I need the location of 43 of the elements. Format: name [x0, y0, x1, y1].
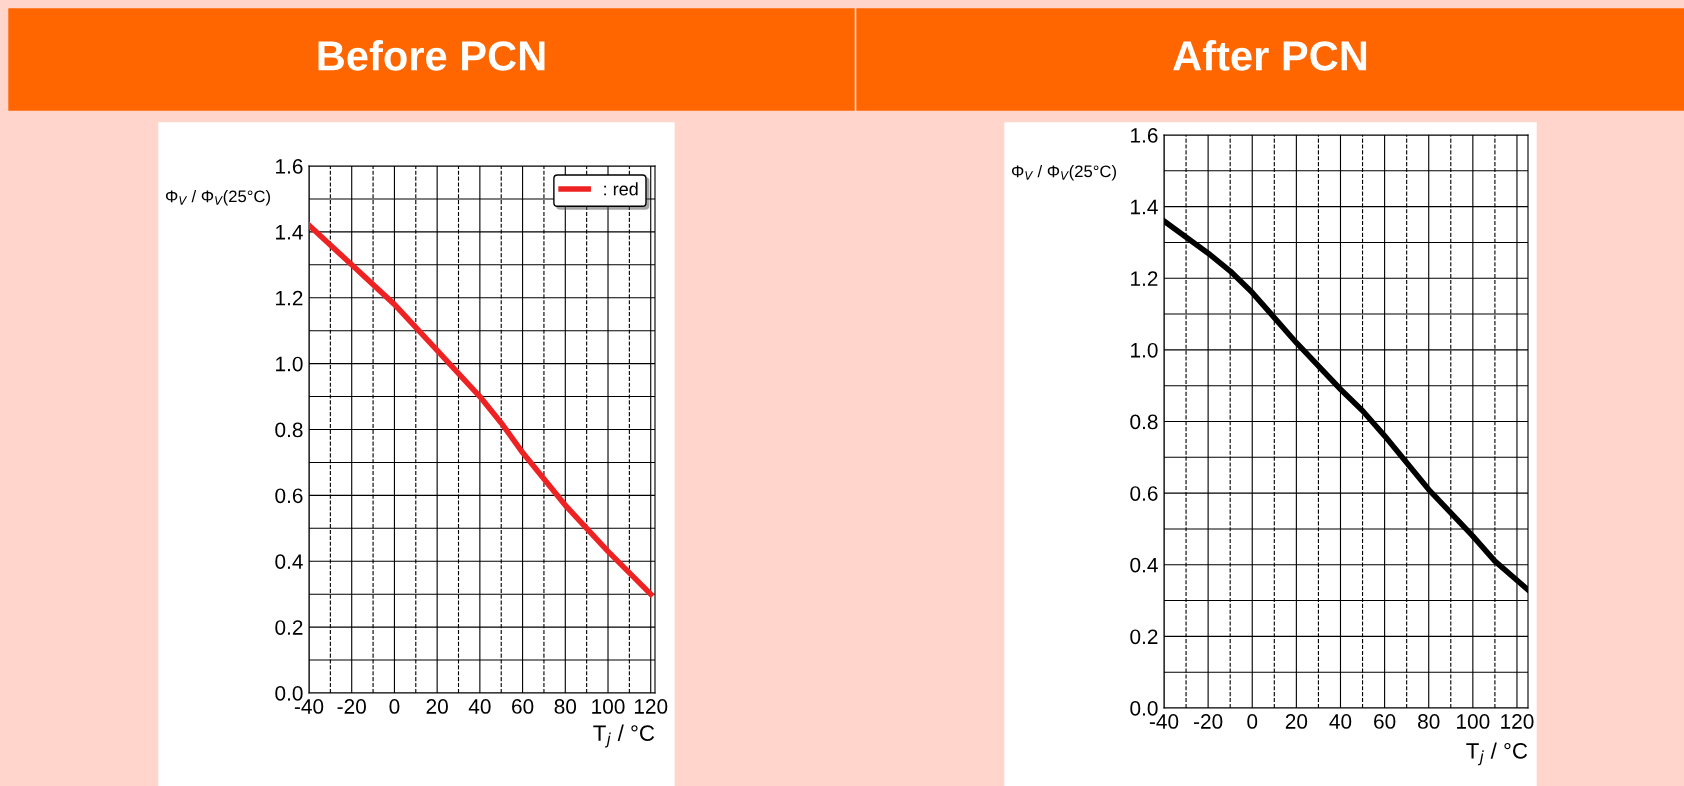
- y-tick-label: 1.0: [1131, 342, 1158, 358]
- x-tick-label: 40: [1329, 714, 1352, 729]
- chart-title: Before PCN: [318, 40, 545, 71]
- y-tick-label: 0.8: [1130, 414, 1158, 430]
- y-axis-title: Φ$_{V}$ / Φ$_{V}$(25°C): [165, 190, 270, 206]
- y-tick-label: 1.4: [1131, 199, 1158, 215]
- y-tick-label: 0.4: [275, 554, 303, 569]
- y-tick-label: 0.0: [1130, 701, 1158, 716]
- y-tick-label: 0.8: [275, 422, 303, 438]
- x-tick-label: -40: [294, 699, 324, 714]
- x-tick-label: 20: [426, 699, 448, 714]
- x-tick-label: 80: [554, 699, 577, 714]
- x-axis-title: T$_{j}$ / °C: [1466, 742, 1528, 766]
- x-tick-label: 20: [1285, 714, 1308, 729]
- y-tick-label: 1.6: [276, 159, 303, 174]
- x-tick-label: -40: [1149, 714, 1179, 729]
- x-tick-label: -20: [337, 699, 366, 714]
- y-tick-label: 0.4: [1130, 557, 1158, 573]
- x-tick-label: 100: [592, 699, 625, 714]
- y-tick-label: 1.4: [276, 225, 303, 240]
- y-tick-label: 1.0: [276, 356, 303, 372]
- x-tick-label: 60: [512, 699, 534, 714]
- y-tick-label: 0.2: [1130, 629, 1158, 645]
- x-tick-label: 0: [1247, 714, 1258, 729]
- y-tick-label: 0.0: [275, 686, 303, 701]
- x-tick-label: 100: [1457, 714, 1490, 729]
- x-tick-label: 0: [389, 699, 400, 714]
- chart-title: After PCN: [1173, 40, 1367, 71]
- legend-label: : red: [604, 182, 638, 196]
- y-axis-title: Φ$_{V}$ / Φ$_{V}$(25°C): [1011, 165, 1116, 181]
- x-tick-label: 60: [1374, 714, 1396, 729]
- x-tick-label: 120: [634, 699, 668, 714]
- x-tick-label: -20: [1193, 714, 1223, 729]
- y-tick-label: 1.2: [1131, 271, 1158, 286]
- y-tick-label: 0.6: [275, 488, 303, 504]
- x-tick-label: 120: [1501, 714, 1534, 729]
- y-tick-label: 1.2: [276, 290, 303, 306]
- x-axis-title: T$_{j}$ / °C: [593, 724, 655, 748]
- y-tick-label: 0.6: [1130, 486, 1158, 501]
- y-tick-label: 0.2: [275, 620, 303, 635]
- x-tick-label: 40: [468, 699, 491, 714]
- x-tick-label: 80: [1418, 714, 1440, 729]
- y-tick-label: 1.6: [1131, 128, 1158, 143]
